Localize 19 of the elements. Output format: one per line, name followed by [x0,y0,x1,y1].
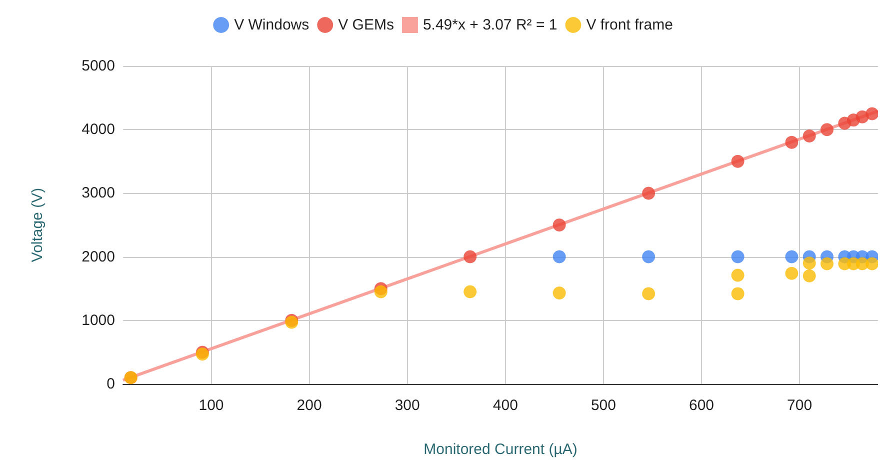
legend-label: 5.49*x + 3.07 R² = 1 [422,16,558,34]
y-tick-label: 5000 [82,58,115,74]
x-axis-title: Monitored Current (µA) [424,441,578,458]
x-tick-label: 200 [296,397,322,414]
y-tick-label: 2000 [82,248,115,266]
x-tick-label: 700 [787,397,812,414]
y-tick-label: 0 [106,376,115,392]
x-tick-label: 300 [394,397,420,414]
x-tick-label: 100 [198,397,224,414]
legend-label: V GEMs [338,16,394,34]
y-tick-label: 1000 [82,312,115,329]
legend-label: V front frame [586,16,673,34]
legend-label: V Windows [234,16,310,34]
y-tick-label: 3000 [82,184,115,202]
y-axis-title: Voltage (V) [29,188,46,262]
x-tick-label: 400 [492,397,518,414]
x-tick-label: 500 [590,397,616,414]
y-tick-label: 4000 [82,121,115,138]
x-tick-label: 600 [688,397,714,414]
